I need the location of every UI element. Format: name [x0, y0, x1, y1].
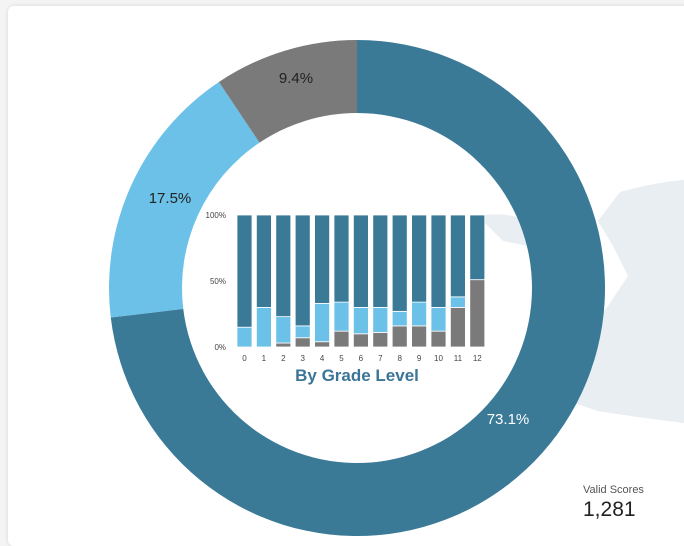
- bar-segment-gray[interactable]: [352, 333, 369, 348]
- bar-segment-dark-blue[interactable]: [430, 214, 447, 308]
- bar-segment-gray[interactable]: [430, 330, 447, 348]
- donut-slice-dark-blue[interactable]: [110, 40, 606, 536]
- bar-segment-gray[interactable]: [333, 330, 350, 348]
- y-tick-label: 100%: [206, 211, 226, 220]
- bar-segment-light-blue[interactable]: [391, 310, 408, 327]
- map-background: [568, 179, 684, 423]
- bar-segment-dark-blue[interactable]: [469, 214, 486, 281]
- x-tick-label: 6: [359, 354, 364, 363]
- bar-segment-dark-blue[interactable]: [275, 214, 292, 318]
- x-tick-label: 8: [397, 354, 402, 363]
- x-tick-label: 7: [378, 354, 383, 363]
- chart-card: 73.1% 17.5% 9.4% 100% 50% 0% 0 1 2 3 4 5 6 7 8 9 10 11 12…: [8, 6, 684, 546]
- bar-segment-light-blue[interactable]: [314, 303, 331, 343]
- donut-label-dark-blue: 73.1%: [487, 411, 530, 428]
- chart-canvas: 73.1%17.5%9.4% 100%50%0%0 1 2 3 4 5 6 7 8 9 10 11 12…: [109, 40, 684, 536]
- bar-segment-dark-blue[interactable]: [411, 214, 428, 303]
- bar-segment-dark-blue[interactable]: [391, 214, 408, 312]
- bar-segment-dark-blue[interactable]: [314, 214, 331, 304]
- bar-segment-light-blue[interactable]: [333, 301, 350, 332]
- x-tick-label: 11: [454, 354, 463, 363]
- bar-segment-light-blue[interactable]: [352, 306, 369, 335]
- bar-segment-gray[interactable]: [469, 279, 486, 348]
- y-tick-label: 0%: [214, 343, 226, 352]
- bar-segment-light-blue[interactable]: [294, 325, 311, 339]
- bar-segment-light-blue[interactable]: [411, 301, 428, 327]
- bar-segment-gray[interactable]: [449, 306, 466, 348]
- donut-label-light-blue: 17.5%: [149, 190, 192, 207]
- bar-segment-dark-blue[interactable]: [294, 214, 311, 327]
- bar-segment-dark-blue[interactable]: [333, 214, 350, 303]
- bar-segment-dark-blue[interactable]: [352, 214, 369, 308]
- valid-scores-value: 1,281: [583, 498, 636, 521]
- donut-label-gray: 9.4%: [279, 70, 313, 87]
- valid-scores-label: Valid Scores: [583, 484, 644, 496]
- x-tick-label: 12: [473, 354, 482, 363]
- donut-slice-gray[interactable]: [218, 40, 357, 143]
- y-tick-label: 50%: [210, 277, 226, 286]
- bar-chart-title: By Grade Level: [295, 366, 419, 385]
- bar-segment-gray[interactable]: [275, 342, 292, 348]
- bar-segment-light-blue[interactable]: [372, 306, 389, 333]
- bar-segment-gray[interactable]: [372, 332, 389, 348]
- x-tick-label: 4: [320, 354, 325, 363]
- bar-segment-dark-blue[interactable]: [449, 214, 466, 298]
- x-tick-label: 10: [434, 354, 443, 363]
- bar-segment-light-blue[interactable]: [236, 326, 253, 348]
- valid-scores: Valid Scores 1,281: [583, 484, 644, 522]
- bar-segment-light-blue[interactable]: [255, 306, 272, 348]
- x-tick-label: 2: [281, 354, 286, 363]
- bar-segment-gray[interactable]: [314, 341, 331, 348]
- donut-chart: 73.1% 17.5% 9.4%: [109, 40, 606, 536]
- donut-slice-light-blue[interactable]: [109, 82, 260, 318]
- bar-segment-gray[interactable]: [294, 337, 311, 348]
- grade-level-bar-chart: 100%50%0%0 1 2 3 4 5 6 7 8 9 10 11 12: [206, 211, 486, 363]
- bar-segment-light-blue[interactable]: [430, 306, 447, 332]
- bar-segment-light-blue[interactable]: [449, 296, 466, 308]
- x-tick-label: 1: [262, 354, 267, 363]
- bar-segment-dark-blue[interactable]: [372, 214, 389, 308]
- bar-segment-gray[interactable]: [411, 325, 428, 348]
- bar-segment-dark-blue[interactable]: [236, 214, 253, 328]
- bar-segment-light-blue[interactable]: [275, 316, 292, 344]
- x-tick-label: 0: [242, 354, 247, 363]
- x-tick-label: 9: [417, 354, 422, 363]
- x-tick-label: 5: [339, 354, 344, 363]
- bar-segment-gray[interactable]: [391, 325, 408, 348]
- bar-segment-dark-blue[interactable]: [255, 214, 272, 308]
- x-tick-label: 3: [300, 354, 305, 363]
